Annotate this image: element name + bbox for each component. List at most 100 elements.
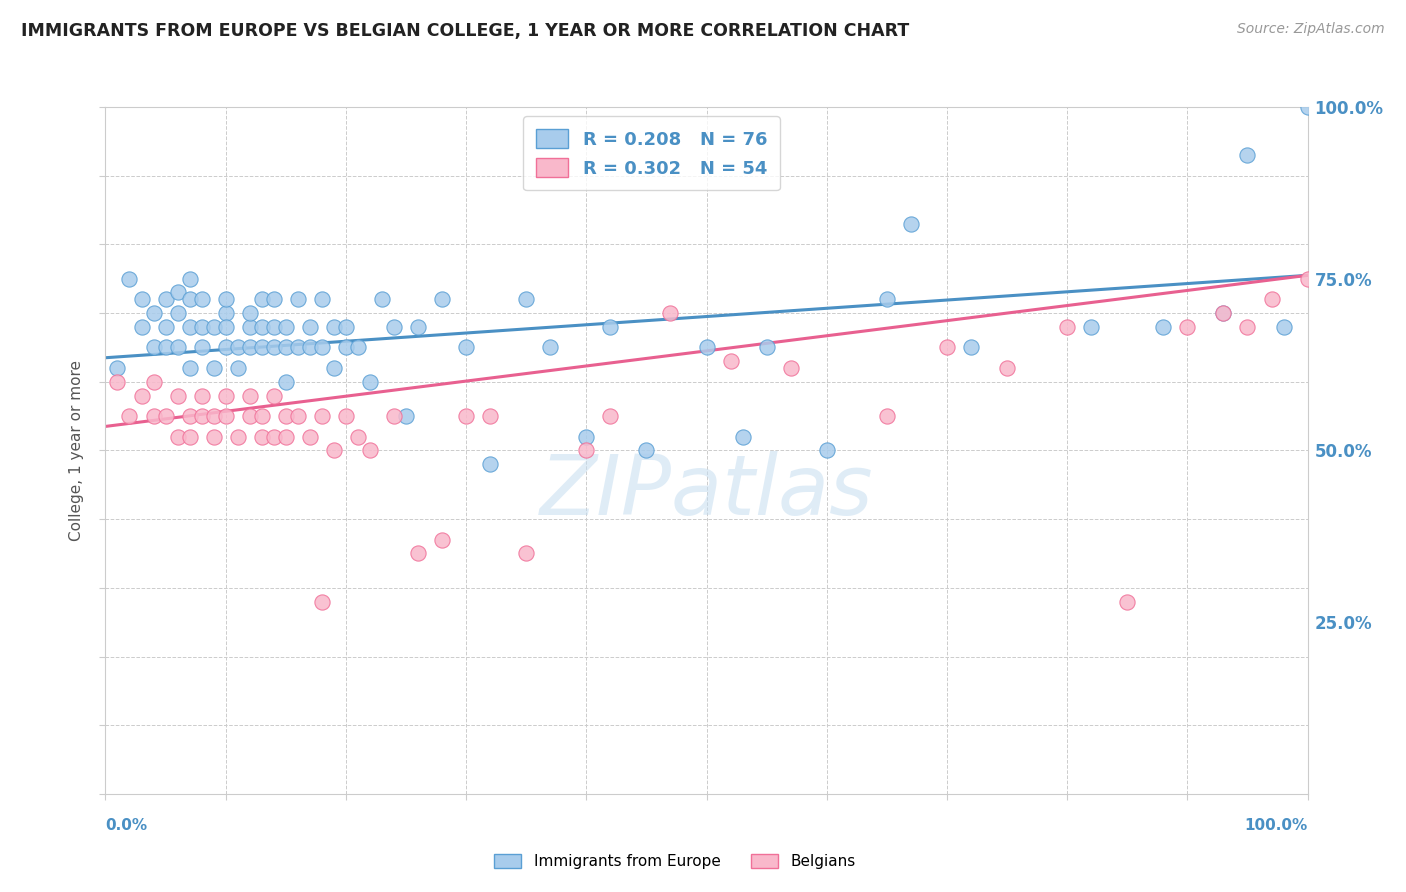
Point	[479, 409, 502, 423]
Point	[214, 388, 236, 402]
Point	[1272, 319, 1295, 334]
Point	[155, 319, 177, 334]
Point	[214, 319, 236, 334]
Point	[995, 361, 1018, 376]
Text: Source: ZipAtlas.com: Source: ZipAtlas.com	[1237, 22, 1385, 37]
Point	[179, 319, 201, 334]
Legend: Immigrants from Europe, Belgians: Immigrants from Europe, Belgians	[488, 847, 862, 875]
Point	[696, 340, 718, 354]
Point	[287, 409, 309, 423]
Point	[900, 217, 922, 231]
Point	[298, 319, 321, 334]
Point	[166, 285, 188, 300]
Point	[239, 319, 262, 334]
Point	[1212, 306, 1234, 320]
Point	[515, 546, 537, 561]
Point	[359, 443, 381, 458]
Point	[287, 293, 309, 307]
Point	[274, 340, 297, 354]
Point	[263, 340, 285, 354]
Point	[142, 409, 165, 423]
Point	[311, 409, 333, 423]
Y-axis label: College, 1 year or more: College, 1 year or more	[69, 360, 84, 541]
Point	[395, 409, 418, 423]
Point	[538, 340, 561, 354]
Point	[1236, 148, 1258, 162]
Point	[382, 319, 405, 334]
Point	[239, 409, 262, 423]
Point	[274, 375, 297, 389]
Text: 0.0%: 0.0%	[105, 818, 148, 832]
Point	[311, 293, 333, 307]
Point	[335, 319, 357, 334]
Point	[226, 340, 249, 354]
Point	[226, 430, 249, 444]
Point	[166, 306, 188, 320]
Point	[202, 409, 225, 423]
Point	[287, 340, 309, 354]
Point	[779, 361, 801, 376]
Point	[202, 319, 225, 334]
Point	[347, 430, 370, 444]
Point	[142, 375, 165, 389]
Text: ZIPatlas: ZIPatlas	[540, 451, 873, 533]
Point	[575, 443, 598, 458]
Point	[166, 388, 188, 402]
Point	[454, 340, 477, 354]
Point	[202, 361, 225, 376]
Point	[1260, 293, 1282, 307]
Point	[1175, 319, 1198, 334]
Point	[190, 409, 212, 423]
Point	[382, 409, 405, 423]
Point	[250, 409, 273, 423]
Point	[131, 388, 153, 402]
Point	[298, 340, 321, 354]
Point	[250, 293, 273, 307]
Point	[226, 361, 249, 376]
Point	[190, 388, 212, 402]
Legend: R = 0.208   N = 76, R = 0.302   N = 54: R = 0.208 N = 76, R = 0.302 N = 54	[523, 116, 780, 190]
Point	[155, 340, 177, 354]
Point	[298, 430, 321, 444]
Point	[107, 361, 129, 376]
Point	[731, 430, 754, 444]
Point	[179, 293, 201, 307]
Point	[239, 388, 262, 402]
Point	[347, 340, 370, 354]
Point	[190, 293, 212, 307]
Point	[155, 293, 177, 307]
Point	[118, 409, 141, 423]
Point	[166, 430, 188, 444]
Point	[1152, 319, 1174, 334]
Point	[454, 409, 477, 423]
Point	[1056, 319, 1078, 334]
Point	[335, 340, 357, 354]
Point	[274, 409, 297, 423]
Point	[179, 271, 201, 285]
Point	[214, 409, 236, 423]
Point	[960, 340, 983, 354]
Point	[322, 361, 344, 376]
Point	[179, 409, 201, 423]
Point	[250, 340, 273, 354]
Point	[876, 409, 898, 423]
Point	[1212, 306, 1234, 320]
Point	[406, 319, 429, 334]
Point	[142, 306, 165, 320]
Point	[659, 306, 682, 320]
Point	[179, 430, 201, 444]
Text: 100.0%: 100.0%	[1244, 818, 1308, 832]
Point	[190, 319, 212, 334]
Point	[239, 340, 262, 354]
Point	[599, 409, 621, 423]
Point	[575, 430, 598, 444]
Point	[322, 319, 344, 334]
Point	[263, 388, 285, 402]
Point	[755, 340, 778, 354]
Point	[239, 306, 262, 320]
Point	[636, 443, 658, 458]
Point	[311, 594, 333, 608]
Point	[142, 340, 165, 354]
Point	[118, 271, 141, 285]
Point	[214, 306, 236, 320]
